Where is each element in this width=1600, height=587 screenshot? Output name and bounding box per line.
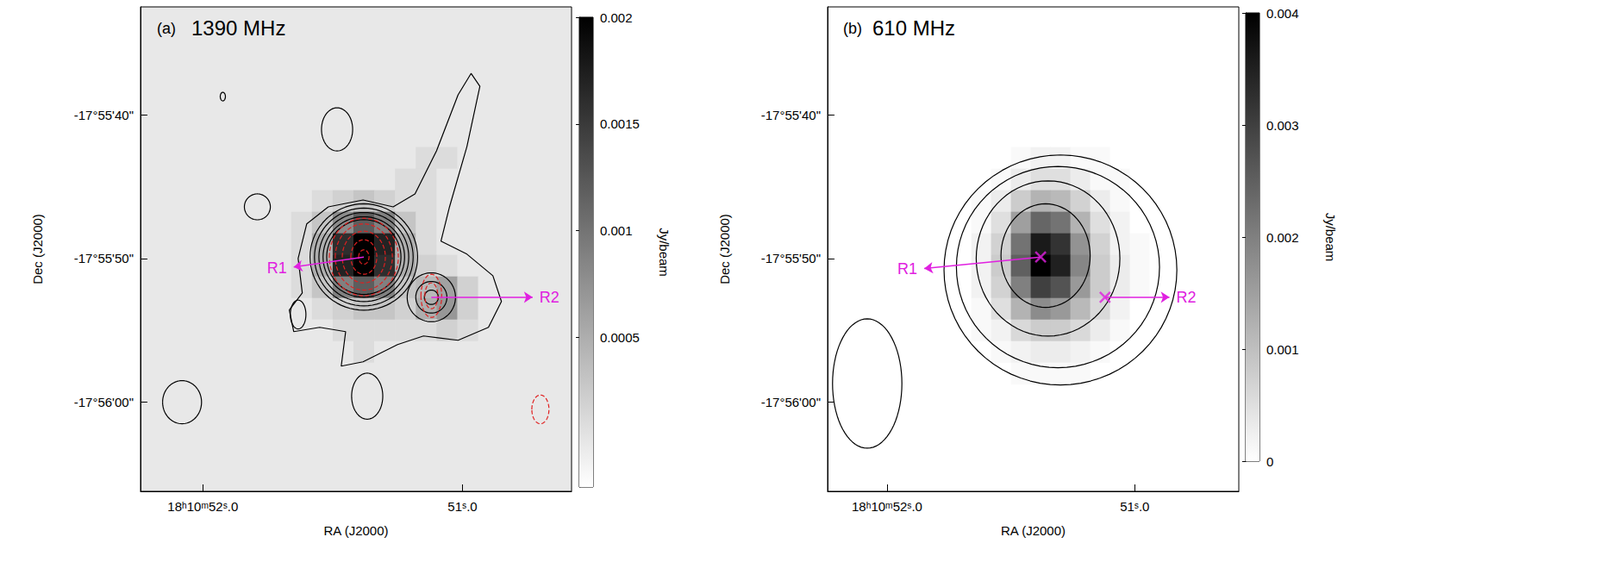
svg-text:0.001: 0.001 (1266, 342, 1300, 357)
svg-text:0: 0 (1266, 454, 1274, 469)
svg-text:0.002: 0.002 (600, 10, 633, 25)
svg-text:0.0005: 0.0005 (600, 330, 640, 345)
svg-text:-17°55'50": -17°55'50" (74, 250, 134, 266)
svg-text:51ˢ.0: 51ˢ.0 (1119, 499, 1150, 514)
svg-text:Jy/beam: Jy/beam (1323, 212, 1338, 263)
svg-text:0.002: 0.002 (1266, 230, 1300, 245)
svg-text:(b): (b) (843, 19, 863, 38)
svg-text:51ˢ.0: 51ˢ.0 (447, 499, 477, 514)
svg-text:R2: R2 (1176, 288, 1197, 307)
svg-text:0.001: 0.001 (600, 223, 633, 238)
svg-text:-17°55'40": -17°55'40" (74, 107, 134, 123)
svg-text:R1: R1 (897, 260, 918, 278)
svg-text:Dec (J2000): Dec (J2000) (717, 213, 732, 285)
svg-text:RA (J2000): RA (J2000) (1000, 523, 1066, 538)
svg-text:-17°56'00": -17°56'00" (761, 394, 821, 410)
svg-text:1390 MHz: 1390 MHz (191, 16, 286, 40)
svg-text:0.0015: 0.0015 (600, 116, 640, 132)
svg-text:0.004: 0.004 (1266, 6, 1300, 21)
svg-text:18ʰ10ᵐ52ˢ.0: 18ʰ10ᵐ52ˢ.0 (851, 499, 923, 514)
svg-text:0.003: 0.003 (1266, 118, 1300, 133)
svg-text:RA (J2000): RA (J2000) (323, 523, 388, 538)
svg-text:Jy/beam: Jy/beam (656, 227, 672, 277)
svg-text:610 MHz: 610 MHz (872, 16, 956, 40)
svg-text:-17°56'00": -17°56'00" (74, 394, 134, 410)
svg-text:R2: R2 (539, 288, 560, 307)
svg-text:-17°55'50": -17°55'50" (761, 250, 821, 266)
svg-text:18ʰ10ᵐ52ˢ.0: 18ʰ10ᵐ52ˢ.0 (167, 499, 238, 514)
svg-text:R1: R1 (267, 259, 288, 277)
svg-text:-17°55'40": -17°55'40" (761, 107, 821, 123)
svg-text:(a): (a) (156, 19, 176, 38)
svg-text:Dec (J2000): Dec (J2000) (30, 213, 45, 285)
